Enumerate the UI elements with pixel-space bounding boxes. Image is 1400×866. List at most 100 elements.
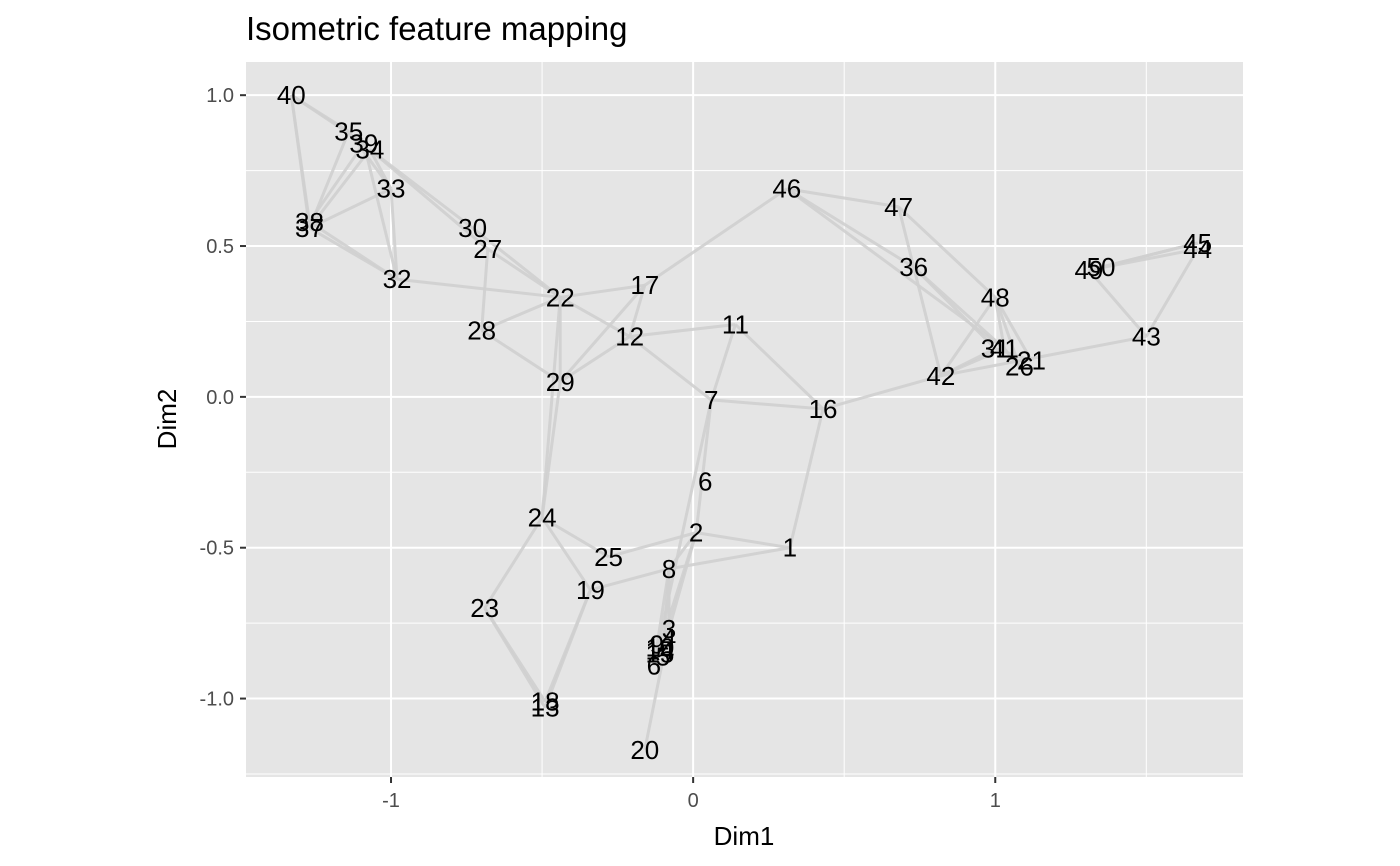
neighbor-edge [629, 322, 736, 339]
neighbor-edge [1145, 248, 1199, 338]
neighbor-edge [643, 187, 788, 287]
point-label: 32 [383, 264, 412, 294]
point-label: 15 [645, 638, 674, 668]
neighbor-edge [668, 546, 791, 571]
neighbor-edge [308, 187, 392, 230]
neighbor-edge [940, 347, 1005, 378]
y-tick-label: -1.0 [200, 689, 234, 711]
point-label: 34 [355, 134, 384, 164]
neighbor-edge [289, 94, 311, 223]
neighbor-edge [543, 589, 592, 703]
y-tick-label: 1.0 [206, 85, 234, 107]
neighbor-edge [734, 323, 825, 411]
y-tick-label: 0.0 [206, 387, 234, 409]
point-label: 8 [662, 554, 676, 584]
neighbor-edge [559, 335, 631, 384]
point-label: 44 [1183, 234, 1212, 264]
neighbor-edge [483, 607, 547, 703]
point-label: 39 [349, 128, 378, 158]
neighbor-edge [389, 188, 399, 280]
neighbor-edge [559, 296, 631, 338]
point-label: 46 [772, 174, 801, 204]
point-label: 17 [630, 270, 659, 300]
point-label: 25 [594, 542, 623, 572]
neighbor-edges [289, 93, 1199, 751]
neighbor-edge [483, 516, 544, 609]
point-label: 12 [615, 322, 644, 352]
neighbor-edge [1088, 241, 1199, 272]
point-label: 26 [1005, 352, 1034, 382]
x-tick-label: 1 [990, 790, 1001, 812]
neighbor-edge [709, 324, 737, 401]
neighbor-edge [788, 408, 825, 549]
point-label: 4 [662, 623, 676, 653]
neighbor-edge [486, 247, 562, 299]
neighbor-edge [480, 329, 562, 384]
point-label: 19 [576, 575, 605, 605]
neighbor-edge [993, 296, 1033, 362]
point-label: 43 [1132, 322, 1161, 352]
chart-title: Isometric feature mapping [246, 10, 628, 47]
neighbor-edge [711, 398, 824, 411]
point-label: 6 [647, 650, 661, 680]
x-tick-label: 0 [688, 790, 699, 812]
neighbor-edge [559, 283, 646, 299]
neighbor-edge [643, 628, 671, 751]
x-axis: -1 0 1 [382, 777, 1001, 812]
neighbor-edge [628, 284, 647, 337]
y-tick-label: -0.5 [200, 538, 234, 560]
point-label: 20 [630, 735, 659, 765]
point-label: 24 [528, 503, 557, 533]
neighbor-edge [540, 297, 562, 518]
neighbor-edge [540, 516, 592, 591]
neighbor-edge [347, 130, 393, 190]
neighbor-edge [994, 347, 1032, 363]
neighbor-edge [661, 568, 671, 657]
neighbor-edge [480, 248, 490, 331]
point-label: 2 [689, 518, 703, 548]
point-label: 14 [645, 635, 674, 665]
neighbor-edge [559, 284, 646, 383]
neighbor-edge [540, 381, 562, 518]
y-axis: 1.0 0.5 0.0 -0.5 -1.0 [200, 85, 246, 711]
point-label: 40 [277, 80, 306, 110]
neighbor-edge [786, 187, 899, 209]
neighbor-edge [368, 148, 393, 190]
neighbor-edge [667, 532, 698, 630]
point-label: 31 [981, 334, 1010, 364]
minor-gridlines [246, 62, 1243, 777]
point-label: 18 [531, 687, 560, 717]
neighbor-edge [667, 531, 698, 570]
neighbor-edge [912, 266, 943, 377]
point-label: 41 [990, 334, 1019, 364]
point-label: 3 [662, 614, 676, 644]
point-label: 27 [473, 234, 502, 264]
point-label: 16 [809, 394, 838, 424]
neighbor-edge [940, 335, 1147, 378]
point-label: 38 [295, 207, 324, 237]
neighbor-edge [362, 143, 399, 280]
point-labels: 1234566789101112131415161718192021222324… [277, 80, 1212, 765]
neighbor-edge [396, 277, 561, 299]
neighbor-edge [912, 266, 997, 350]
point-label: 22 [546, 282, 575, 312]
point-label: 45 [1183, 228, 1212, 258]
point-label: 5 [656, 641, 670, 671]
point-label: 28 [467, 316, 496, 346]
point-label: 7 [704, 385, 718, 415]
neighbor-edge [628, 335, 713, 402]
neighbor-edge [694, 399, 713, 533]
point-label: 42 [926, 361, 955, 391]
neighbor-edge [368, 148, 489, 251]
point-label: 30 [458, 213, 487, 243]
point-label: 13 [531, 693, 560, 723]
major-gridlines [246, 62, 1243, 777]
point-label: 9 [650, 629, 664, 659]
point-label: 35 [334, 116, 363, 146]
point-label: 11 [722, 309, 749, 339]
point-label: 6 [698, 466, 712, 496]
point-label: 1 [783, 533, 797, 563]
neighbor-edge [655, 628, 671, 646]
neighbor-edge [939, 296, 997, 377]
